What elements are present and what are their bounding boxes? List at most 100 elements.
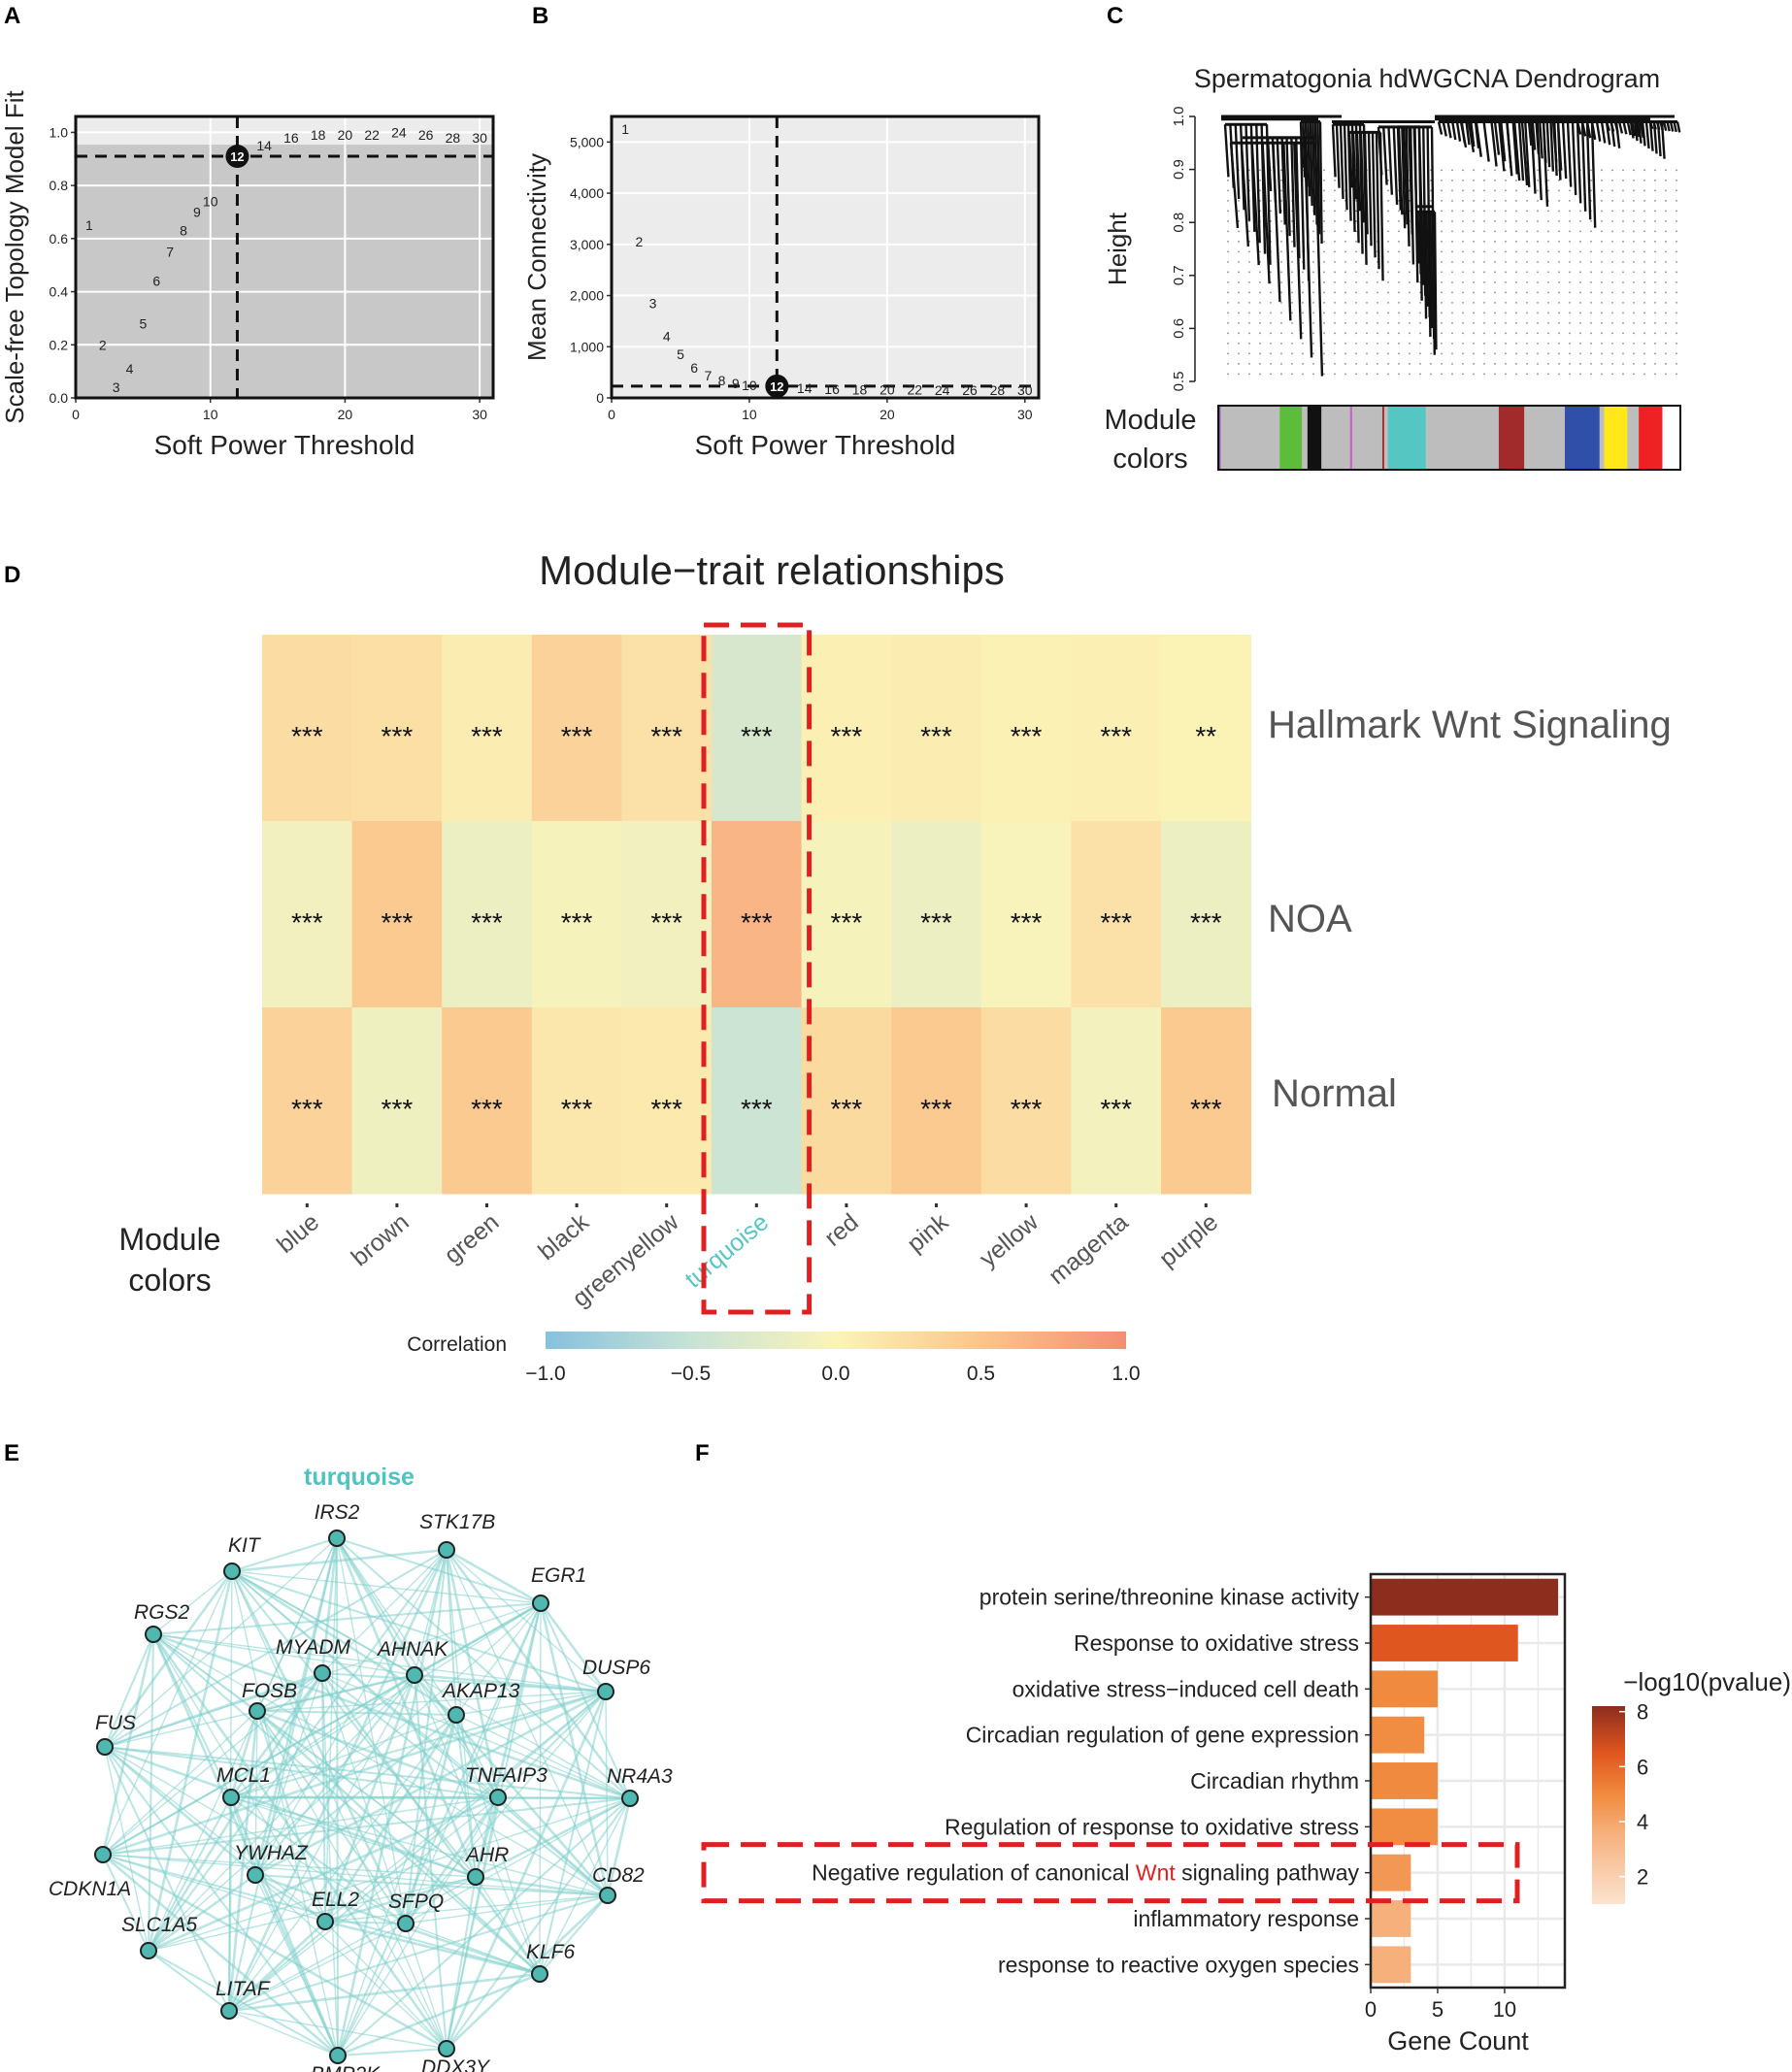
correlation-colorbar <box>546 1332 1126 1349</box>
dendrogram-branch <box>1652 121 1657 130</box>
significance-label: *** <box>382 721 414 751</box>
network-node-label-TNFAIP3: TNFAIP3 <box>465 1764 548 1787</box>
network-node-label-EGR1: EGR1 <box>531 1564 586 1587</box>
dendrogram-branch <box>1234 124 1241 200</box>
network-edge <box>539 1602 610 1896</box>
dendrogram-branch <box>1387 126 1394 195</box>
significance-label: *** <box>650 721 682 751</box>
dendrogram-branch <box>1490 121 1498 167</box>
column-label-blue: blue <box>272 1208 324 1259</box>
legend-tick-label: −0.5 <box>671 1363 711 1385</box>
significance-label: *** <box>471 907 503 937</box>
network-edge <box>230 1674 415 1798</box>
network-edge <box>539 1602 608 1693</box>
network-edge <box>229 1796 340 2056</box>
go-bar-8 <box>1371 1946 1411 1984</box>
point-label-7: 7 <box>704 368 712 383</box>
panel-d-module-trait-heatmap: Module−trait relationships *** *** *** *** **… <box>119 547 1672 1385</box>
network-edge <box>323 1714 458 1923</box>
point-label-16: 16 <box>824 381 840 397</box>
dendrogram-branch <box>1617 121 1624 134</box>
dendrogram-branch <box>1549 121 1555 172</box>
dendrogram-branch <box>1418 212 1422 275</box>
dendrogram-branch <box>1673 121 1677 133</box>
network-edge <box>152 1633 607 1693</box>
column-tick <box>665 1203 669 1207</box>
dendrogram-branch <box>1506 121 1512 168</box>
dendrogram-branch <box>1302 121 1307 178</box>
network-edge <box>455 1602 542 1716</box>
dendrogram-branch <box>1641 121 1646 147</box>
go-bar-7 <box>1371 1900 1411 1937</box>
plot-frame <box>74 115 495 400</box>
significance-label: *** <box>650 907 682 937</box>
dendrogram-branch <box>1382 126 1388 185</box>
significance-label: *** <box>741 1094 773 1124</box>
network-edge <box>148 1796 232 1952</box>
column-label-yellow: yellow <box>975 1208 1045 1273</box>
dendrogram-branch <box>1545 121 1551 168</box>
panel-a-soft-threshold-fit: 0.00.20.40.60.81.00 10 20 30123456789101416… <box>0 89 495 460</box>
network-edge <box>321 1672 448 2050</box>
point-label-9: 9 <box>732 376 740 391</box>
dendrogram-branch <box>1605 121 1610 132</box>
network-edge <box>104 1633 154 1748</box>
network-node-YWHAZ <box>247 1866 264 1884</box>
network-edge <box>256 1710 477 1878</box>
network-edge <box>497 1691 607 1798</box>
category-label-highlight: Wnt <box>1136 1860 1177 1886</box>
network-edge <box>230 1570 408 1924</box>
network-edge <box>539 1691 607 1975</box>
significance-label: *** <box>920 721 952 751</box>
significance-label: *** <box>382 1094 414 1124</box>
heatmap-cell <box>262 1007 353 1195</box>
network-node-label-CD82: CD82 <box>592 1864 645 1887</box>
dendrogram-branch <box>1282 143 1292 321</box>
network-edge <box>254 1710 258 1876</box>
module-color-segment <box>1425 406 1500 470</box>
dendrogram-branch <box>1446 121 1452 139</box>
network-node-label-CDKN1A: CDKN1A <box>49 1878 131 1900</box>
network-edge <box>148 1633 154 1952</box>
dendrogram-branch <box>1415 212 1420 264</box>
network-edge <box>414 1674 499 1798</box>
network-edge <box>337 1972 541 2057</box>
dendrogram-branch <box>1442 121 1447 137</box>
network-edge <box>231 1570 607 1693</box>
network-edge <box>231 1570 339 2056</box>
dendrogram-branch <box>1318 121 1323 245</box>
heatmap-cell <box>1071 1007 1162 1195</box>
network-edge <box>228 1537 338 2012</box>
heatmap-title: Module−trait relationships <box>539 547 1005 593</box>
dendrogram-branch <box>1465 121 1471 146</box>
y-tick-label: 0.6 <box>50 231 69 247</box>
y-tick-label: 3,000 <box>570 237 604 252</box>
network-edge <box>337 1923 407 2056</box>
network-edge <box>446 1549 609 1896</box>
network-node-label-KIT: KIT <box>228 1534 262 1557</box>
dendrogram-branch <box>1316 121 1321 235</box>
x-axis-title: Soft Power Threshold <box>154 430 415 460</box>
network-node-label-MCL1: MCL1 <box>216 1764 271 1787</box>
point-label-18: 18 <box>852 381 868 397</box>
column-tick <box>935 1203 938 1207</box>
significance-label: *** <box>1100 1094 1132 1124</box>
pvalue-colorbar <box>1592 1706 1625 1904</box>
point-label-16: 16 <box>283 130 299 146</box>
network-edge <box>102 1796 499 1856</box>
network-edge <box>228 2010 339 2056</box>
x-tick-label: 0 <box>608 407 615 422</box>
point-label-30: 30 <box>1017 382 1033 398</box>
dendrogram-branch <box>1626 121 1632 136</box>
point-label-1: 1 <box>621 121 629 137</box>
dendrogram-branch <box>1375 132 1380 270</box>
network-node-label-SLC1A5: SLC1A5 <box>121 1914 198 1936</box>
heatmap-cell <box>712 635 803 822</box>
network-edge <box>229 1710 259 1798</box>
dendrogram-branch <box>1433 212 1438 350</box>
heatmap-cell <box>1071 635 1162 822</box>
column-label-purple: purple <box>1154 1208 1223 1272</box>
network-edge <box>324 1691 607 1923</box>
dendrogram-branch <box>1343 124 1348 211</box>
x-tick-label: 20 <box>879 407 895 422</box>
